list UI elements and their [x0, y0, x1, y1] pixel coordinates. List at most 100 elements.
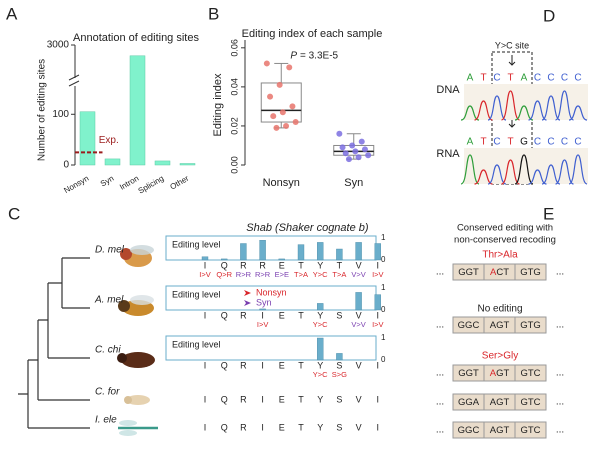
axis-label: Editing level — [172, 239, 221, 249]
residue: V — [356, 422, 362, 432]
trace-peak — [474, 169, 493, 185]
bar — [179, 163, 196, 166]
level-bar — [278, 258, 285, 261]
base: A — [521, 73, 528, 84]
residue: E — [279, 360, 285, 370]
residue: T — [298, 422, 304, 432]
data-point — [292, 119, 299, 126]
codon-part: GGT — [458, 267, 479, 278]
residue: S — [336, 394, 342, 404]
ellipsis: ... — [556, 368, 564, 379]
residue: T — [298, 260, 304, 270]
axis-label: Editing level — [172, 289, 221, 299]
edit-label: E>E — [275, 270, 289, 279]
residue: I — [261, 360, 264, 370]
annotation: P — [290, 51, 297, 62]
ellipsis: ... — [436, 368, 444, 379]
codon-part: GTG — [520, 267, 541, 278]
base: C — [561, 73, 568, 84]
y-tick-label: 0 — [381, 255, 386, 264]
residue: I — [204, 360, 207, 370]
residue: E — [279, 394, 285, 404]
residue: R — [259, 260, 266, 270]
phylogeny — [18, 257, 90, 429]
y-tick-label: 1 — [381, 283, 386, 292]
trace-peak — [555, 159, 574, 185]
legend-label: Nonsyn — [256, 287, 287, 297]
residue: I — [377, 422, 380, 432]
trace-peak — [528, 100, 547, 121]
codon: GGT — [458, 267, 479, 278]
insect-icons — [117, 245, 158, 436]
residue: I — [261, 394, 264, 404]
level-bar — [317, 242, 324, 261]
residue: T — [298, 310, 304, 320]
codon: AGT — [490, 425, 510, 436]
ellipsis: ... — [436, 267, 444, 278]
y-tick-label: 0.04 — [229, 78, 239, 96]
residue: V — [356, 310, 362, 320]
panel-letter: D — [543, 6, 555, 25]
data-point — [263, 60, 270, 67]
residue: Y — [317, 310, 323, 320]
edit-label: V>V — [351, 270, 365, 279]
residue: E — [279, 422, 285, 432]
panel-letter: C — [8, 204, 20, 223]
base: C — [493, 137, 500, 148]
residue: R — [240, 310, 247, 320]
codon: GTC — [520, 368, 540, 379]
codon-part: GTC — [520, 397, 540, 408]
residue: S — [336, 310, 342, 320]
edit-label: I>V — [372, 320, 383, 329]
species-name: D. mel — [95, 245, 125, 256]
codon-box — [514, 263, 547, 281]
axis-break — [68, 74, 80, 87]
data-point — [349, 142, 356, 149]
residue: Y — [317, 260, 323, 270]
row-label: Ser>Gly — [482, 351, 518, 362]
ellipsis: ... — [436, 320, 444, 331]
legend-label: Syn — [256, 297, 272, 307]
panel-letter: B — [208, 4, 219, 23]
level-bar — [355, 242, 362, 261]
chart-title: Editing index of each sample — [242, 28, 383, 40]
panel-letter: E — [543, 204, 554, 223]
codon: GTC — [520, 397, 540, 408]
trace-peak — [460, 105, 480, 121]
data-point — [345, 156, 352, 163]
codon: GGC — [458, 425, 480, 436]
trace-peak — [501, 159, 520, 185]
residue: I — [377, 260, 380, 270]
codon-part: GTC — [520, 425, 540, 436]
residue: V — [356, 394, 362, 404]
expected-label: Exp. — [99, 135, 119, 146]
residue: Y — [317, 360, 323, 370]
y-tick-label: 0 — [381, 305, 386, 314]
y-tick-label: 0.02 — [229, 117, 239, 135]
x-tick-label: Syn — [344, 177, 363, 189]
bar — [129, 55, 146, 166]
residue: Q — [221, 260, 228, 270]
residue: S — [336, 360, 342, 370]
codon-part: GTC — [520, 368, 540, 379]
row-label: No editing — [477, 304, 522, 315]
residue: I — [261, 422, 264, 432]
residue: Q — [221, 310, 228, 320]
codon-part: AGT — [490, 425, 510, 436]
x-tick-label: Syn — [99, 174, 115, 189]
y-tick-label: 0.06 — [229, 39, 239, 57]
ellipsis: ... — [556, 425, 564, 436]
ellipsis: ... — [556, 267, 564, 278]
base: C — [534, 137, 541, 148]
level-bar — [220, 258, 228, 261]
trace-peak — [514, 105, 534, 121]
level-bar — [317, 303, 324, 311]
site-label: Y>C site — [495, 40, 529, 50]
row-label: Thr>Ala — [482, 250, 518, 261]
species-name: C. for — [95, 387, 120, 398]
residue: S — [336, 422, 342, 432]
data-point — [273, 124, 280, 131]
data-point — [361, 146, 368, 153]
base: G — [520, 137, 528, 148]
